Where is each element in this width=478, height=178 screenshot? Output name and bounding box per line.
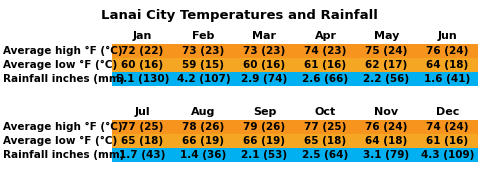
Text: 77 (25): 77 (25) [121,122,163,132]
Bar [112,134,478,148]
Text: 2.5 (64): 2.5 (64) [303,150,348,160]
Text: Average high °F (°C): Average high °F (°C) [3,46,123,56]
Text: 61 (16): 61 (16) [426,136,468,146]
Text: 74 (23): 74 (23) [304,46,347,56]
Text: Aug: Aug [191,107,216,117]
Text: Sep: Sep [253,107,276,117]
Bar [112,44,478,58]
Text: 1.4 (36): 1.4 (36) [180,150,227,160]
Text: 65 (18): 65 (18) [121,136,163,146]
Text: 3.1 (79): 3.1 (79) [363,150,410,160]
Bar [112,58,478,72]
Text: Mar: Mar [252,31,276,41]
Text: 2.9 (74): 2.9 (74) [241,74,288,84]
Text: 76 (24): 76 (24) [365,122,408,132]
Text: 66 (19): 66 (19) [243,136,285,146]
Bar [112,72,478,86]
Text: 2.1 (53): 2.1 (53) [241,150,288,160]
Text: 74 (24): 74 (24) [426,122,469,132]
Text: 4.2 (107): 4.2 (107) [177,74,230,84]
Text: 64 (18): 64 (18) [426,60,468,70]
Text: Average low °F (°C): Average low °F (°C) [3,136,117,146]
Text: Average high °F (°C): Average high °F (°C) [3,122,123,132]
Text: 1.7 (43): 1.7 (43) [120,150,166,160]
Text: 77 (25): 77 (25) [304,122,347,132]
Text: 76 (24): 76 (24) [426,46,469,56]
Text: 73 (23): 73 (23) [183,46,225,56]
Text: Jan: Jan [133,31,152,41]
Bar [112,148,478,162]
Text: 66 (19): 66 (19) [183,136,225,146]
Text: May: May [374,31,399,41]
Text: 75 (24): 75 (24) [365,46,408,56]
Text: Nov: Nov [374,107,399,117]
Text: 2.2 (56): 2.2 (56) [363,74,410,84]
Text: 1.6 (41): 1.6 (41) [424,74,471,84]
Text: Jul: Jul [135,107,150,117]
Text: Jun: Jun [438,31,457,41]
Text: 62 (17): 62 (17) [365,60,408,70]
Text: 78 (26): 78 (26) [183,122,225,132]
Bar [112,120,478,134]
Text: 61 (16): 61 (16) [304,60,347,70]
Text: 60 (16): 60 (16) [243,60,285,70]
Text: 4.3 (109): 4.3 (109) [421,150,474,160]
Text: Rainfall inches (mm): Rainfall inches (mm) [3,150,124,160]
Text: 73 (23): 73 (23) [243,46,286,56]
Text: 79 (26): 79 (26) [243,122,285,132]
Text: Apr: Apr [315,31,337,41]
Text: 64 (18): 64 (18) [365,136,408,146]
Text: Dec: Dec [436,107,459,117]
Text: 72 (22): 72 (22) [121,46,163,56]
Text: 5.1 (130): 5.1 (130) [116,74,169,84]
Text: Lanai City Temperatures and Rainfall: Lanai City Temperatures and Rainfall [100,9,378,22]
Text: Oct: Oct [315,107,336,117]
Text: 59 (15): 59 (15) [183,60,225,70]
Text: Feb: Feb [192,31,215,41]
Text: 2.6 (66): 2.6 (66) [303,74,348,84]
Text: Rainfall inches (mm): Rainfall inches (mm) [3,74,124,84]
Text: 60 (16): 60 (16) [121,60,163,70]
Text: 65 (18): 65 (18) [304,136,347,146]
Text: Average low °F (°C): Average low °F (°C) [3,60,117,70]
